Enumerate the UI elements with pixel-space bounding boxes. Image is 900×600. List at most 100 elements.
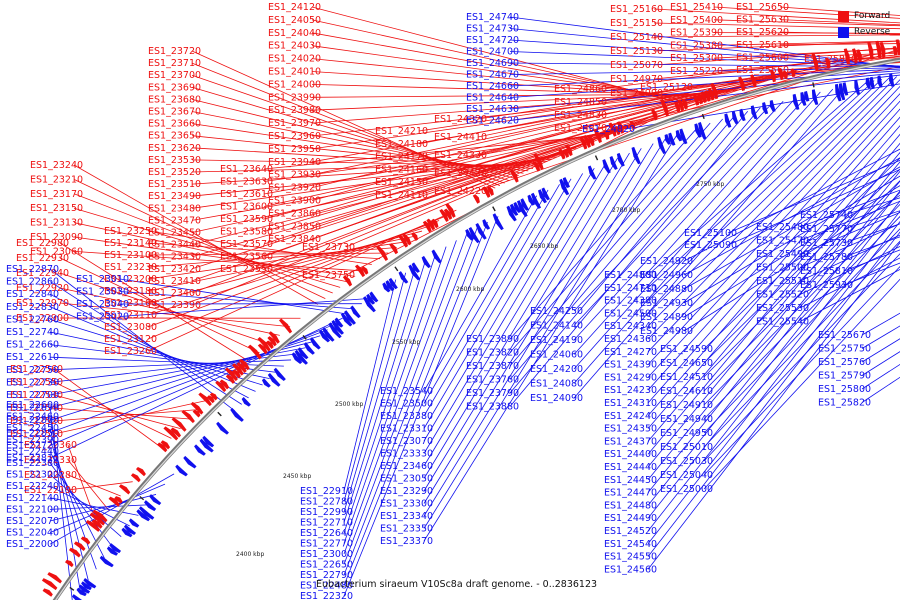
reverse-gene-label: ES1_24360 (604, 334, 657, 345)
leader-line (423, 167, 595, 454)
reverse-gene-label: ES1_25540 (756, 317, 809, 328)
leader-line (423, 134, 678, 542)
reverse-gene-label: ES1_22760 (6, 314, 59, 325)
reverse-gene-arrow (694, 123, 702, 138)
reverse-gene-arrow (81, 581, 92, 591)
leader-line (509, 62, 900, 68)
forward-gene-label: ES1_24020 (268, 54, 321, 65)
leader-line (509, 127, 699, 340)
scale-tick (69, 586, 75, 591)
scale-tick (394, 266, 399, 272)
leader-line (509, 67, 900, 75)
forward-gene-arrow (361, 266, 369, 275)
forward-gene-arrow (673, 101, 681, 113)
forward-gene-label: ES1_23710 (148, 58, 201, 69)
forward-gene-arrow (190, 401, 204, 415)
leader-line (423, 178, 572, 429)
reverse-gene-label: ES1_22640 (300, 528, 353, 539)
reverse-gene-label: ES1_24610 (660, 386, 713, 397)
leader-line (713, 6, 900, 19)
leader-line (683, 157, 900, 276)
forward-gene-label: ES1_23210 (30, 174, 83, 185)
reverse-gene-label: ES1_24190 (530, 335, 583, 346)
reverse-gene-label: ES1_23890 (466, 334, 519, 345)
reverse-gene-label: ES1_24890 (640, 312, 693, 323)
reverse-gene-label: ES1_24510 (660, 372, 713, 383)
leader-line (49, 268, 236, 412)
reverse-gene-label: ES1_24660 (466, 81, 519, 92)
leader-line (263, 125, 627, 220)
reverse-gene-arrow (762, 102, 769, 115)
reverse-gene-label: ES1_24400 (604, 449, 657, 460)
leader-line (73, 193, 333, 294)
reverse-gene-label: ES1_24690 (466, 58, 519, 69)
forward-gene-arrow (565, 144, 573, 157)
leader-line (779, 19, 900, 26)
reverse-gene-label: ES1_22720 (6, 440, 59, 451)
forward-gene-arrow (89, 512, 105, 526)
forward-gene-label: ES1_23720 (148, 46, 201, 57)
reverse-gene-label: ES1_22860 (6, 277, 59, 288)
forward-gene-label: ES1_23940 (268, 157, 321, 168)
leader-line (653, 8, 900, 24)
forward-gene-arrow (73, 541, 86, 552)
forward-gene-arrow (738, 76, 745, 92)
reverse-gene-label: ES1_24480 (604, 500, 657, 511)
reverse-gene-label: ES1_24140 (530, 321, 583, 332)
leader-line (191, 143, 586, 282)
reverse-gene-label: ES1_25040 (660, 470, 713, 481)
forward-gene-label: ES1_25130 (610, 46, 663, 57)
forward-gene-label: ES1_24000 (268, 79, 321, 90)
forward-gene-label: ES1_24180 (375, 139, 428, 150)
reverse-gene-label: ES1_25760 (818, 357, 871, 368)
forward-gene-arrow (825, 57, 831, 69)
leader-line (311, 45, 699, 101)
reverse-gene-label: ES1_24740 (466, 12, 519, 23)
legend-forward: Forward (838, 8, 900, 24)
forward-gene-arrow (267, 336, 277, 347)
forward-gene-label: ES1_25220 (670, 66, 723, 77)
leader-line (67, 481, 133, 491)
reverse-gene-arrow (559, 178, 570, 196)
leader-line (343, 216, 499, 597)
legend-reverse: Reverse (838, 24, 900, 40)
reverse-gene-label: ES1_25740 (800, 210, 853, 221)
forward-gene-label: ES1_25620 (736, 27, 789, 38)
scale-label: 2400 kbp (236, 551, 264, 558)
reverse-gene-label: ES1_22870 (6, 264, 59, 275)
leader-line (703, 278, 900, 490)
forward-gene-arrow (64, 559, 74, 568)
forward-gene-arrow (852, 48, 858, 63)
reverse-gene-label: ES1_23760 (466, 375, 519, 386)
scale-ticks: 2400 kbp 2450 kbp 2500 kbp 2550 kbp 2600 kbp… (69, 82, 815, 591)
reverse-gene-arrow (309, 337, 321, 350)
forward-gene-arrow (171, 417, 187, 432)
reverse-gene-arrow (679, 128, 688, 145)
reverse-swatch (838, 26, 849, 38)
forward-gene-label: ES1_23640 (220, 164, 273, 175)
leader-line (191, 147, 577, 258)
reverse-gene-label: ES1_25470 (756, 236, 809, 247)
forward-gene-arrow (700, 91, 707, 104)
reverse-gene-arrow (811, 89, 819, 106)
reverse-gene-label: ES1_24700 (466, 47, 519, 58)
forward-gene-label: ES1_23400 (148, 288, 201, 299)
forward-gene-label: ES1_23730 (302, 242, 355, 253)
forward-gene-arrow (614, 125, 621, 136)
forward-gene-label: ES1_23180 (104, 286, 157, 297)
leader-line (779, 6, 900, 16)
leader-line (597, 66, 900, 129)
reverse-gene-arrow (194, 444, 206, 456)
forward-gene-arrow (769, 69, 776, 83)
reverse-gene-label: ES1_23330 (380, 449, 433, 460)
reverse-gene-arrow (267, 372, 281, 387)
reverse-gene-label: ES1_25100 (684, 228, 737, 239)
reverse-gene-label: ES1_24380 (604, 296, 657, 307)
reverse-gene-arrow (382, 282, 391, 293)
reverse-gene-arrow (149, 494, 162, 506)
reverse-gene-label: ES1_25520 (756, 290, 809, 301)
leader-line (779, 62, 900, 71)
leader-line (423, 173, 584, 442)
leader-line (67, 474, 121, 497)
leader-line (647, 79, 900, 340)
